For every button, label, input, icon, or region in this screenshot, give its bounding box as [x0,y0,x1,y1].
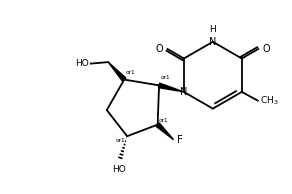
Text: or1: or1 [161,75,171,81]
Text: H: H [209,25,216,34]
Text: N: N [209,37,217,47]
Text: O: O [156,44,163,54]
Polygon shape [159,83,184,92]
Text: HO: HO [112,165,126,174]
Text: N: N [180,87,187,97]
Polygon shape [108,62,126,81]
Text: or1: or1 [126,70,135,75]
Text: O: O [263,44,270,54]
Text: or1: or1 [159,118,169,123]
Text: F: F [177,135,183,145]
Text: or1: or1 [115,138,125,143]
Polygon shape [156,123,174,140]
Text: CH$_3$: CH$_3$ [260,94,279,107]
Text: HO: HO [76,59,89,68]
